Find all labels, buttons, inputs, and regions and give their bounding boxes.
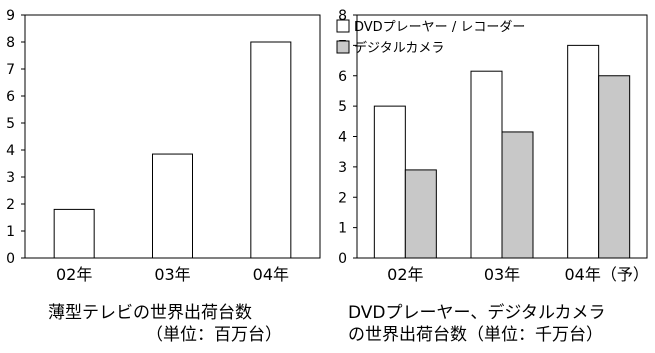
bar [373,105,406,259]
right-chart-title: DVDプレーヤー、デジタルカメラ の世界出荷台数（単位：千万台） [348,302,606,346]
x-tick-label: 03年 [484,265,520,284]
y-tick-label: 3 [6,170,15,186]
x-tick-label: 02年 [56,265,92,284]
left-bar-chart: 0 1 2 3 4 5 6 7 8 9 02年 03年 04年 [6,8,321,284]
left-chart-title-line-2: （単位：百万台） [146,325,282,345]
y-tick-label: 7 [6,62,15,78]
bar [598,75,631,259]
y-tick-label: 1 [6,224,15,240]
y-tick-label: 5 [6,116,15,132]
left-chart-title: 薄型テレビの世界出荷台数 （単位：百万台） [48,302,282,346]
y-tick-label: 8 [338,8,347,24]
y-tick-label: 1 [338,221,347,237]
bar [501,131,534,259]
y-tick-label: 4 [6,143,15,159]
bar [567,44,600,259]
right-chart-title-line-2: の世界出荷台数（単位：千万台） [348,325,603,345]
right-chart-title-line-1: DVDプレーヤー、デジタルカメラ [348,303,606,323]
y-tick-label: 4 [338,130,347,146]
y-tick-label: 9 [6,8,15,24]
y-tick-label: 5 [338,99,347,115]
y-tick-label: 0 [338,251,347,267]
left-chart-title-line-1: 薄型テレビの世界出荷台数 [48,303,252,323]
y-tick-label: 8 [6,35,15,51]
y-tick-label: 6 [338,69,347,85]
y-tick-label: 2 [338,190,347,206]
bar [404,169,437,259]
x-tick-label: 04年（予） [564,265,648,284]
bar [250,41,292,259]
y-tick-label: 6 [6,89,15,105]
y-tick-label: 3 [338,160,347,176]
bar [152,153,193,259]
bar [470,70,503,259]
x-tick-label: 03年 [154,265,190,284]
y-tick-label: 0 [6,251,15,267]
legend-label: デジタルカメラ [354,40,444,56]
bar [53,208,95,259]
x-tick-label: 02年 [387,265,423,284]
y-tick-label: 2 [6,197,15,213]
legend-label: DVDプレーヤー / レコーダー [354,20,525,35]
legend-swatch [336,40,350,54]
right-bar-chart: 01234567802年03年04年（予）DVDプレーヤー / レコーダーデジタ… [336,8,649,284]
x-tick-label: 04年 [253,265,289,284]
legend-swatch [336,19,350,33]
